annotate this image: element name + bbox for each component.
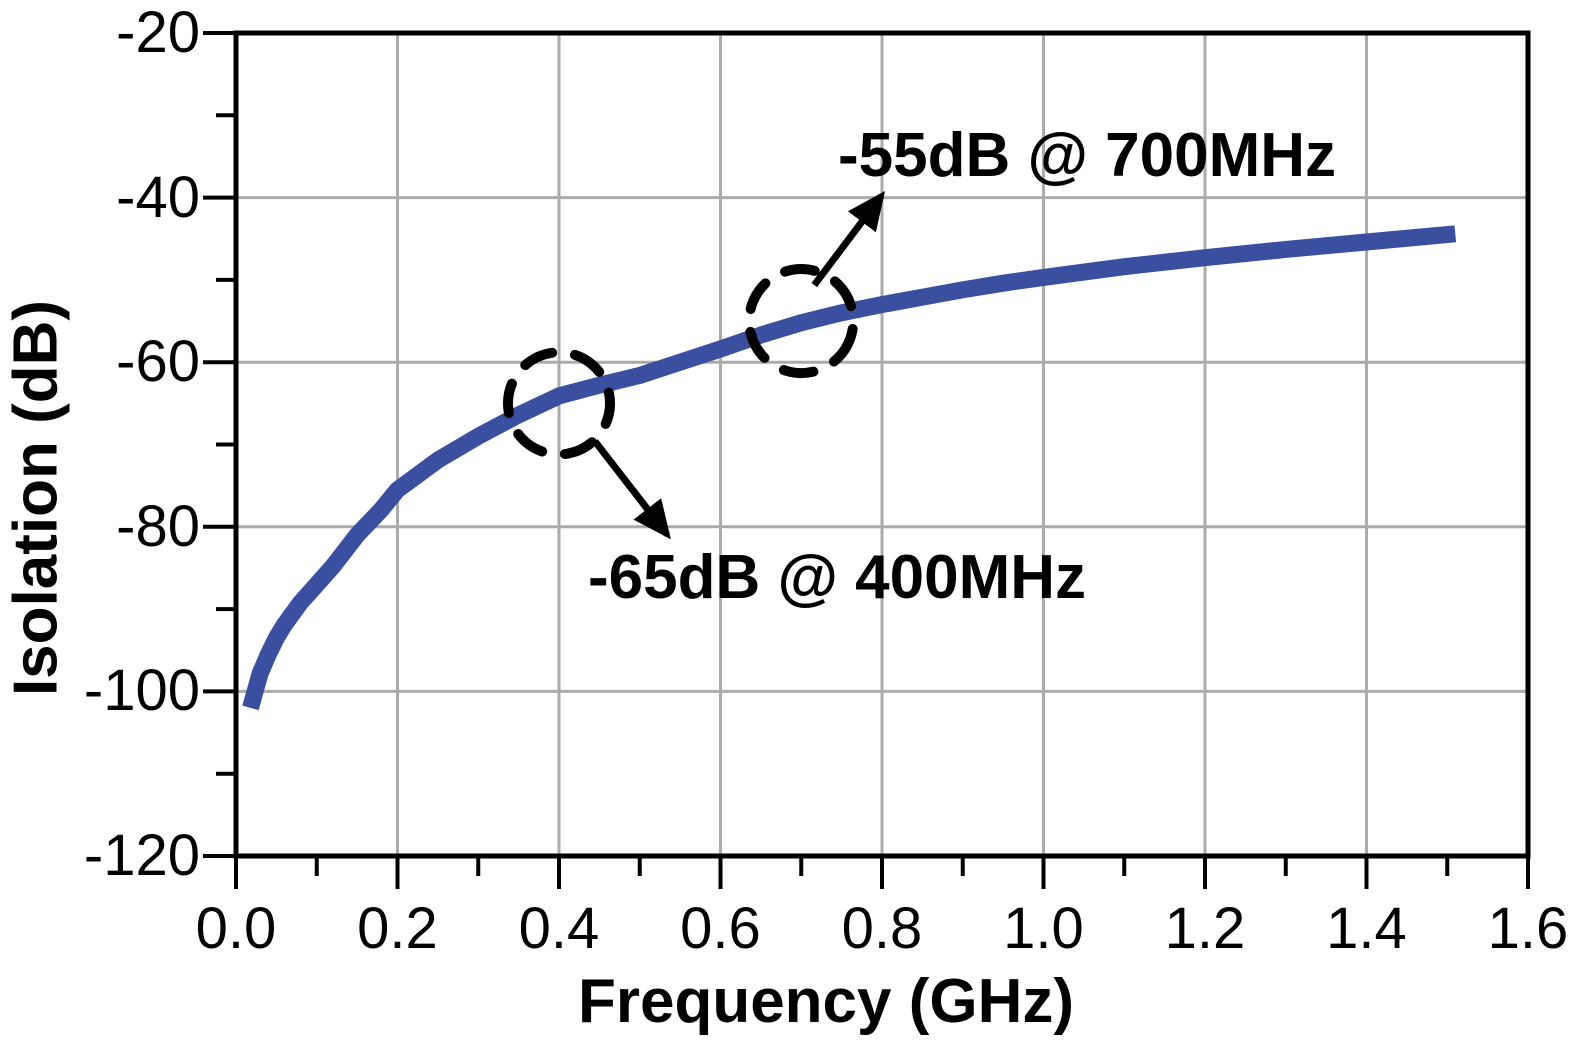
x-tick-label: 0.6 (680, 896, 761, 961)
isolation-curve (242, 225, 1457, 711)
annotation-circle-700mhz (744, 264, 859, 379)
x-tick-label: 0.2 (357, 896, 438, 961)
x-tick-label: 1.6 (1487, 896, 1569, 961)
x-tick-label: 0.0 (195, 896, 277, 961)
y-tick-label: -40 (116, 164, 200, 230)
y-tick-label: -20 (116, 0, 200, 65)
y-axis-title: Isolation (dB) (1, 299, 71, 697)
x-tick-label: 1.2 (1164, 896, 1246, 961)
annotation-arrow-400mhz (592, 439, 671, 540)
y-tick-label: -100 (83, 658, 200, 724)
plot-frame (233, 30, 1531, 859)
x-tick-label: 0.4 (518, 896, 600, 961)
annotation-55db-700mhz: -55dB @ 700MHz (838, 121, 1337, 190)
y-tick-label: -60 (116, 329, 200, 395)
annotation-circle-400mhz (503, 347, 615, 460)
x-tick-label: 0.8 (841, 896, 923, 961)
y-tick-label: -120 (83, 823, 200, 888)
annotation-65db-400mhz: -65dB @ 400MHz (588, 543, 1087, 612)
x-axis-title-wrap: Frequency (GHz) (180, 966, 1472, 1037)
x-tick-label: 1.4 (1326, 896, 1407, 961)
x-axis-title: Frequency (GHz) (577, 967, 1075, 1036)
y-tick-label: -80 (116, 493, 200, 559)
x-tick-label: 1.0 (1003, 896, 1084, 961)
annotation-arrow-700mhz (811, 191, 886, 288)
